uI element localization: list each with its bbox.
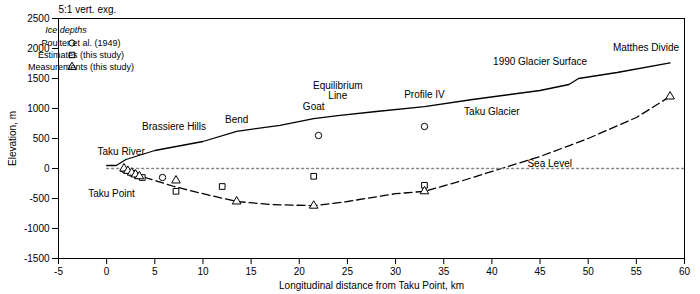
svg-text:EquilibriumLine: EquilibriumLine — [313, 80, 362, 102]
svg-text:Estimates (this study): Estimates (this study) — [38, 50, 124, 60]
svg-text:2500: 2500 — [27, 13, 50, 24]
svg-text:30: 30 — [390, 266, 402, 277]
svg-text:20: 20 — [294, 266, 306, 277]
svg-text:0: 0 — [44, 163, 50, 174]
svg-text:1990 Glacier Surface: 1990 Glacier Surface — [493, 56, 587, 67]
svg-text:60: 60 — [679, 266, 691, 277]
svg-text:Goat: Goat — [303, 101, 325, 112]
svg-text:-1500: -1500 — [24, 253, 50, 264]
svg-text:Taku Glacier: Taku Glacier — [464, 106, 520, 117]
svg-text:Matthes Divide: Matthes Divide — [613, 42, 680, 53]
svg-text:Taku River: Taku River — [97, 146, 145, 157]
svg-text:Ice depths: Ice depths — [45, 25, 87, 35]
svg-text:1000: 1000 — [27, 103, 50, 114]
svg-text:-1000: -1000 — [24, 223, 50, 234]
svg-text:Elevation, m: Elevation, m — [7, 111, 18, 166]
svg-text:Measurements (this study): Measurements (this study) — [28, 62, 134, 72]
svg-text:Longitudinal distance from Tak: Longitudinal distance from Taku Point, k… — [279, 280, 464, 291]
svg-text:Bend: Bend — [225, 114, 248, 125]
svg-text:1500: 1500 — [27, 73, 50, 84]
svg-text:Sea Level: Sea Level — [527, 158, 571, 169]
svg-text:Poulter et al. (1949): Poulter et al. (1949) — [41, 38, 120, 48]
svg-text:10: 10 — [197, 266, 209, 277]
svg-text:5:1 vert. exg.: 5:1 vert. exg. — [58, 4, 116, 15]
svg-text:Taku Point: Taku Point — [88, 188, 135, 199]
svg-text:35: 35 — [438, 266, 450, 277]
svg-text:5: 5 — [152, 266, 158, 277]
svg-text:500: 500 — [33, 133, 50, 144]
svg-text:55: 55 — [631, 266, 643, 277]
svg-text:2000: 2000 — [27, 42, 50, 54]
svg-text:40: 40 — [486, 266, 498, 277]
svg-text:45: 45 — [534, 266, 546, 277]
svg-text:0: 0 — [104, 266, 110, 277]
svg-text:25: 25 — [342, 266, 354, 277]
svg-text:Brassiere Hills: Brassiere Hills — [142, 121, 206, 132]
svg-text:-500: -500 — [29, 193, 49, 204]
svg-text:15: 15 — [246, 266, 258, 277]
svg-text:-5: -5 — [54, 266, 63, 277]
svg-text:Profile IV: Profile IV — [404, 89, 445, 100]
svg-text:50: 50 — [583, 266, 595, 277]
